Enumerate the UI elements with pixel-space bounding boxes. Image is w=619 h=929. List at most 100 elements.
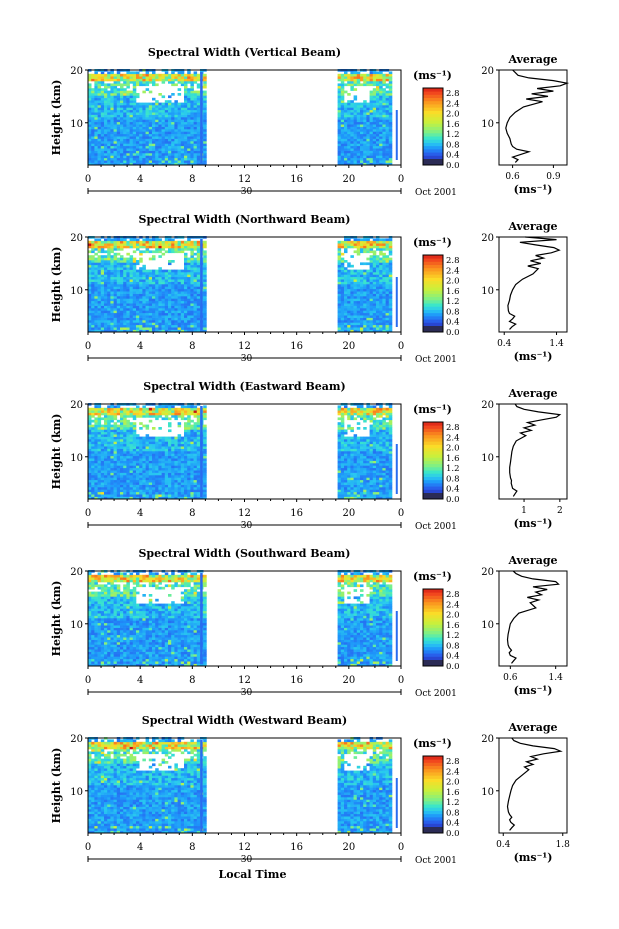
heatmap-cell [193, 291, 198, 294]
heatmap-cell [180, 298, 185, 302]
heatmap-cell [171, 117, 175, 120]
heatmap-cell [126, 286, 130, 290]
heatmap-cells [88, 69, 398, 166]
heatmap-cell [120, 262, 124, 266]
heatmap-cell [164, 477, 169, 481]
heatmap-cell [372, 148, 377, 151]
heatmap-cell [168, 417, 172, 421]
heatmap-cell [385, 105, 390, 108]
heatmap-cell [340, 90, 345, 94]
heatmap-cell [132, 496, 137, 500]
heatmap-cell [376, 121, 380, 125]
heatmap-cell [129, 322, 134, 326]
heatmap-cell [139, 460, 143, 464]
heatmap-cell [104, 157, 108, 161]
heatmap-cell [171, 71, 175, 75]
heatmap-cell [88, 482, 92, 485]
heatmap-cell [379, 248, 383, 251]
heatmap-cell [388, 117, 393, 120]
heatmap-cell [113, 148, 118, 151]
heatmap-cell [126, 427, 130, 430]
heatmap-cell [123, 102, 127, 106]
heatmap-cell [97, 255, 102, 258]
heatmap-cell [129, 267, 134, 270]
heatmap-cell [356, 117, 361, 120]
heatmap-cell [116, 114, 121, 118]
heatmap-cell [161, 81, 166, 84]
heatmap-cell [174, 310, 178, 314]
heatmap-cell [171, 248, 175, 251]
heatmap-cell [164, 463, 169, 466]
heatmap-cell [91, 410, 95, 413]
heatmap-cell [142, 487, 146, 490]
heatmap-cell [164, 293, 169, 297]
colorbar-tick-label: 0.0 [446, 161, 460, 171]
heatmap-cell [129, 112, 134, 115]
heatmap-cell [132, 93, 137, 96]
heatmap-cell [88, 281, 92, 285]
heatmap-cell [145, 114, 150, 118]
heatmap-cell [376, 73, 380, 77]
heatmap-cell [347, 264, 351, 268]
heatmap-cell [388, 145, 393, 149]
heatmap-cell [161, 245, 166, 249]
heatmap-cell [104, 143, 108, 147]
heatmap-cell [171, 240, 175, 244]
heatmap-cell [203, 240, 207, 244]
heatmap-cell [369, 76, 374, 79]
heatmap-cell [100, 257, 105, 261]
heatmap-cell [123, 412, 127, 416]
heatmap-cell [180, 274, 185, 278]
heatmap-cell [161, 117, 166, 120]
heatmap-cell [340, 160, 345, 163]
heatmap-cell [174, 279, 178, 282]
heatmap-cell [129, 71, 134, 75]
heatmap-cell [120, 124, 124, 127]
heatmap-cell [382, 117, 386, 120]
heatmap-cell [91, 460, 95, 464]
heatmap-cell [337, 85, 342, 89]
heatmap-cell [113, 305, 118, 309]
heatmap-cell [203, 284, 207, 287]
heatmap-cell [107, 284, 111, 287]
heatmap-cell [94, 477, 98, 481]
heatmap-cell [94, 107, 98, 111]
heatmap-cell [171, 472, 175, 476]
heatmap-cell [344, 83, 348, 87]
colorbar-segment [423, 97, 443, 102]
heatmap-cell [356, 240, 361, 244]
colorbar-segment [423, 309, 443, 314]
heatmap-cell [100, 475, 105, 478]
heatmap-cell [184, 73, 188, 77]
heatmap-cell [100, 407, 105, 411]
heatmap-cell [139, 281, 143, 285]
heatmap-cell [190, 329, 194, 333]
heatmap-cell [129, 491, 134, 495]
heatmap-cell [158, 160, 162, 163]
heatmap-cell [385, 245, 390, 249]
colorbar-segment [423, 155, 443, 159]
heatmap-cell [100, 286, 105, 290]
heatmap-cell [142, 463, 146, 466]
heatmap-cell [148, 129, 153, 132]
heatmap-cell [100, 434, 105, 437]
heatmap-cell [107, 245, 111, 249]
heatmap-cell [132, 153, 137, 156]
heatmap-cell [148, 136, 153, 139]
heatmap-cell [100, 496, 105, 500]
colorbar-frame [422, 254, 444, 333]
heatmap-cell [344, 276, 348, 280]
heatmap-cell [382, 315, 386, 318]
heatmap-cell [379, 288, 383, 292]
heatmap-cell [100, 291, 105, 294]
heatmap-cell [155, 489, 159, 493]
heatmap-cell [91, 298, 95, 302]
heatmap-cell [88, 427, 92, 430]
heatmap-cell [177, 162, 182, 166]
heatmap-cell [97, 267, 102, 270]
heatmap-cell [152, 439, 156, 442]
heatmap-cell [155, 324, 159, 328]
heatmap-cell [142, 112, 146, 115]
heatmap-cell [180, 308, 185, 311]
heatmap-cell [120, 143, 124, 147]
